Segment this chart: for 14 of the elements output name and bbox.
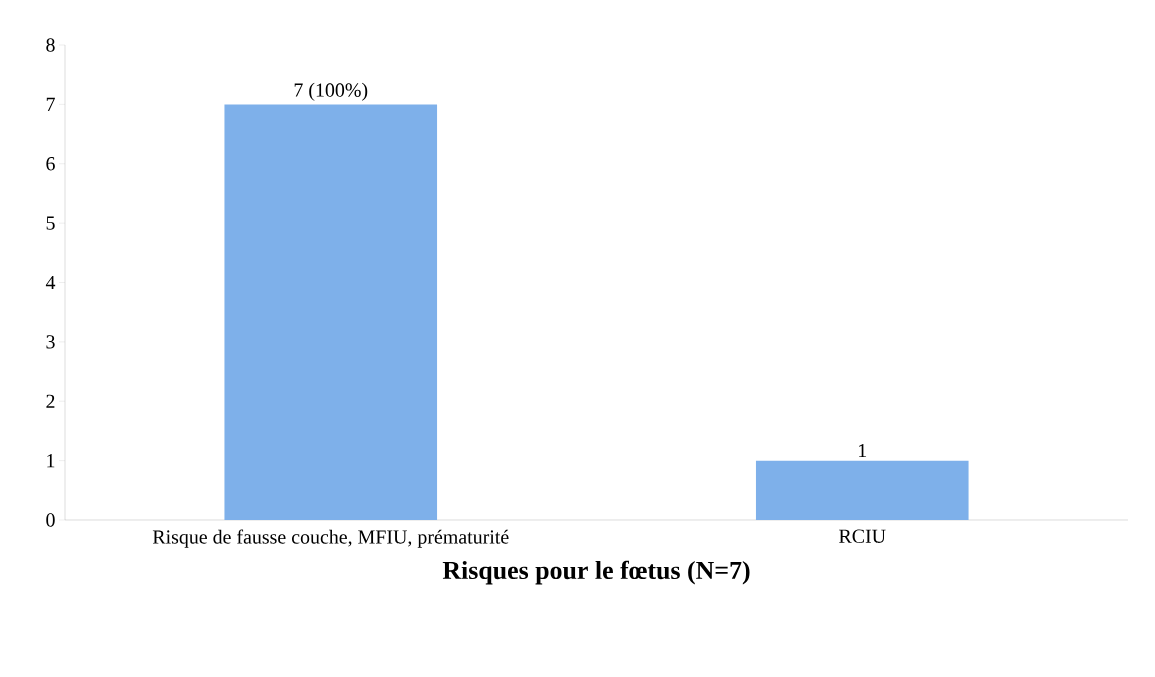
- x-tick-label: Risque de fausse couche, MFIU, prématurité: [152, 529, 509, 548]
- y-tick-label: 3: [46, 335, 55, 349]
- y-tick-label: 8: [46, 38, 55, 52]
- y-tick-label: 2: [46, 394, 55, 408]
- data-label: 7 (100%): [294, 82, 368, 101]
- y-tick-label: 0: [46, 513, 55, 527]
- y-tick-label: 7: [46, 97, 55, 111]
- y-tick-label: 6: [46, 157, 55, 171]
- y-tick-label: 4: [45, 275, 56, 290]
- data-label: 1: [859, 443, 867, 458]
- x-tick-label: RCIU: [839, 529, 886, 543]
- x-axis-title: Risques pour le fœtus (N=7): [442, 560, 750, 585]
- y-tick-label: 1: [47, 454, 55, 468]
- y-tick-label: 5: [46, 216, 55, 230]
